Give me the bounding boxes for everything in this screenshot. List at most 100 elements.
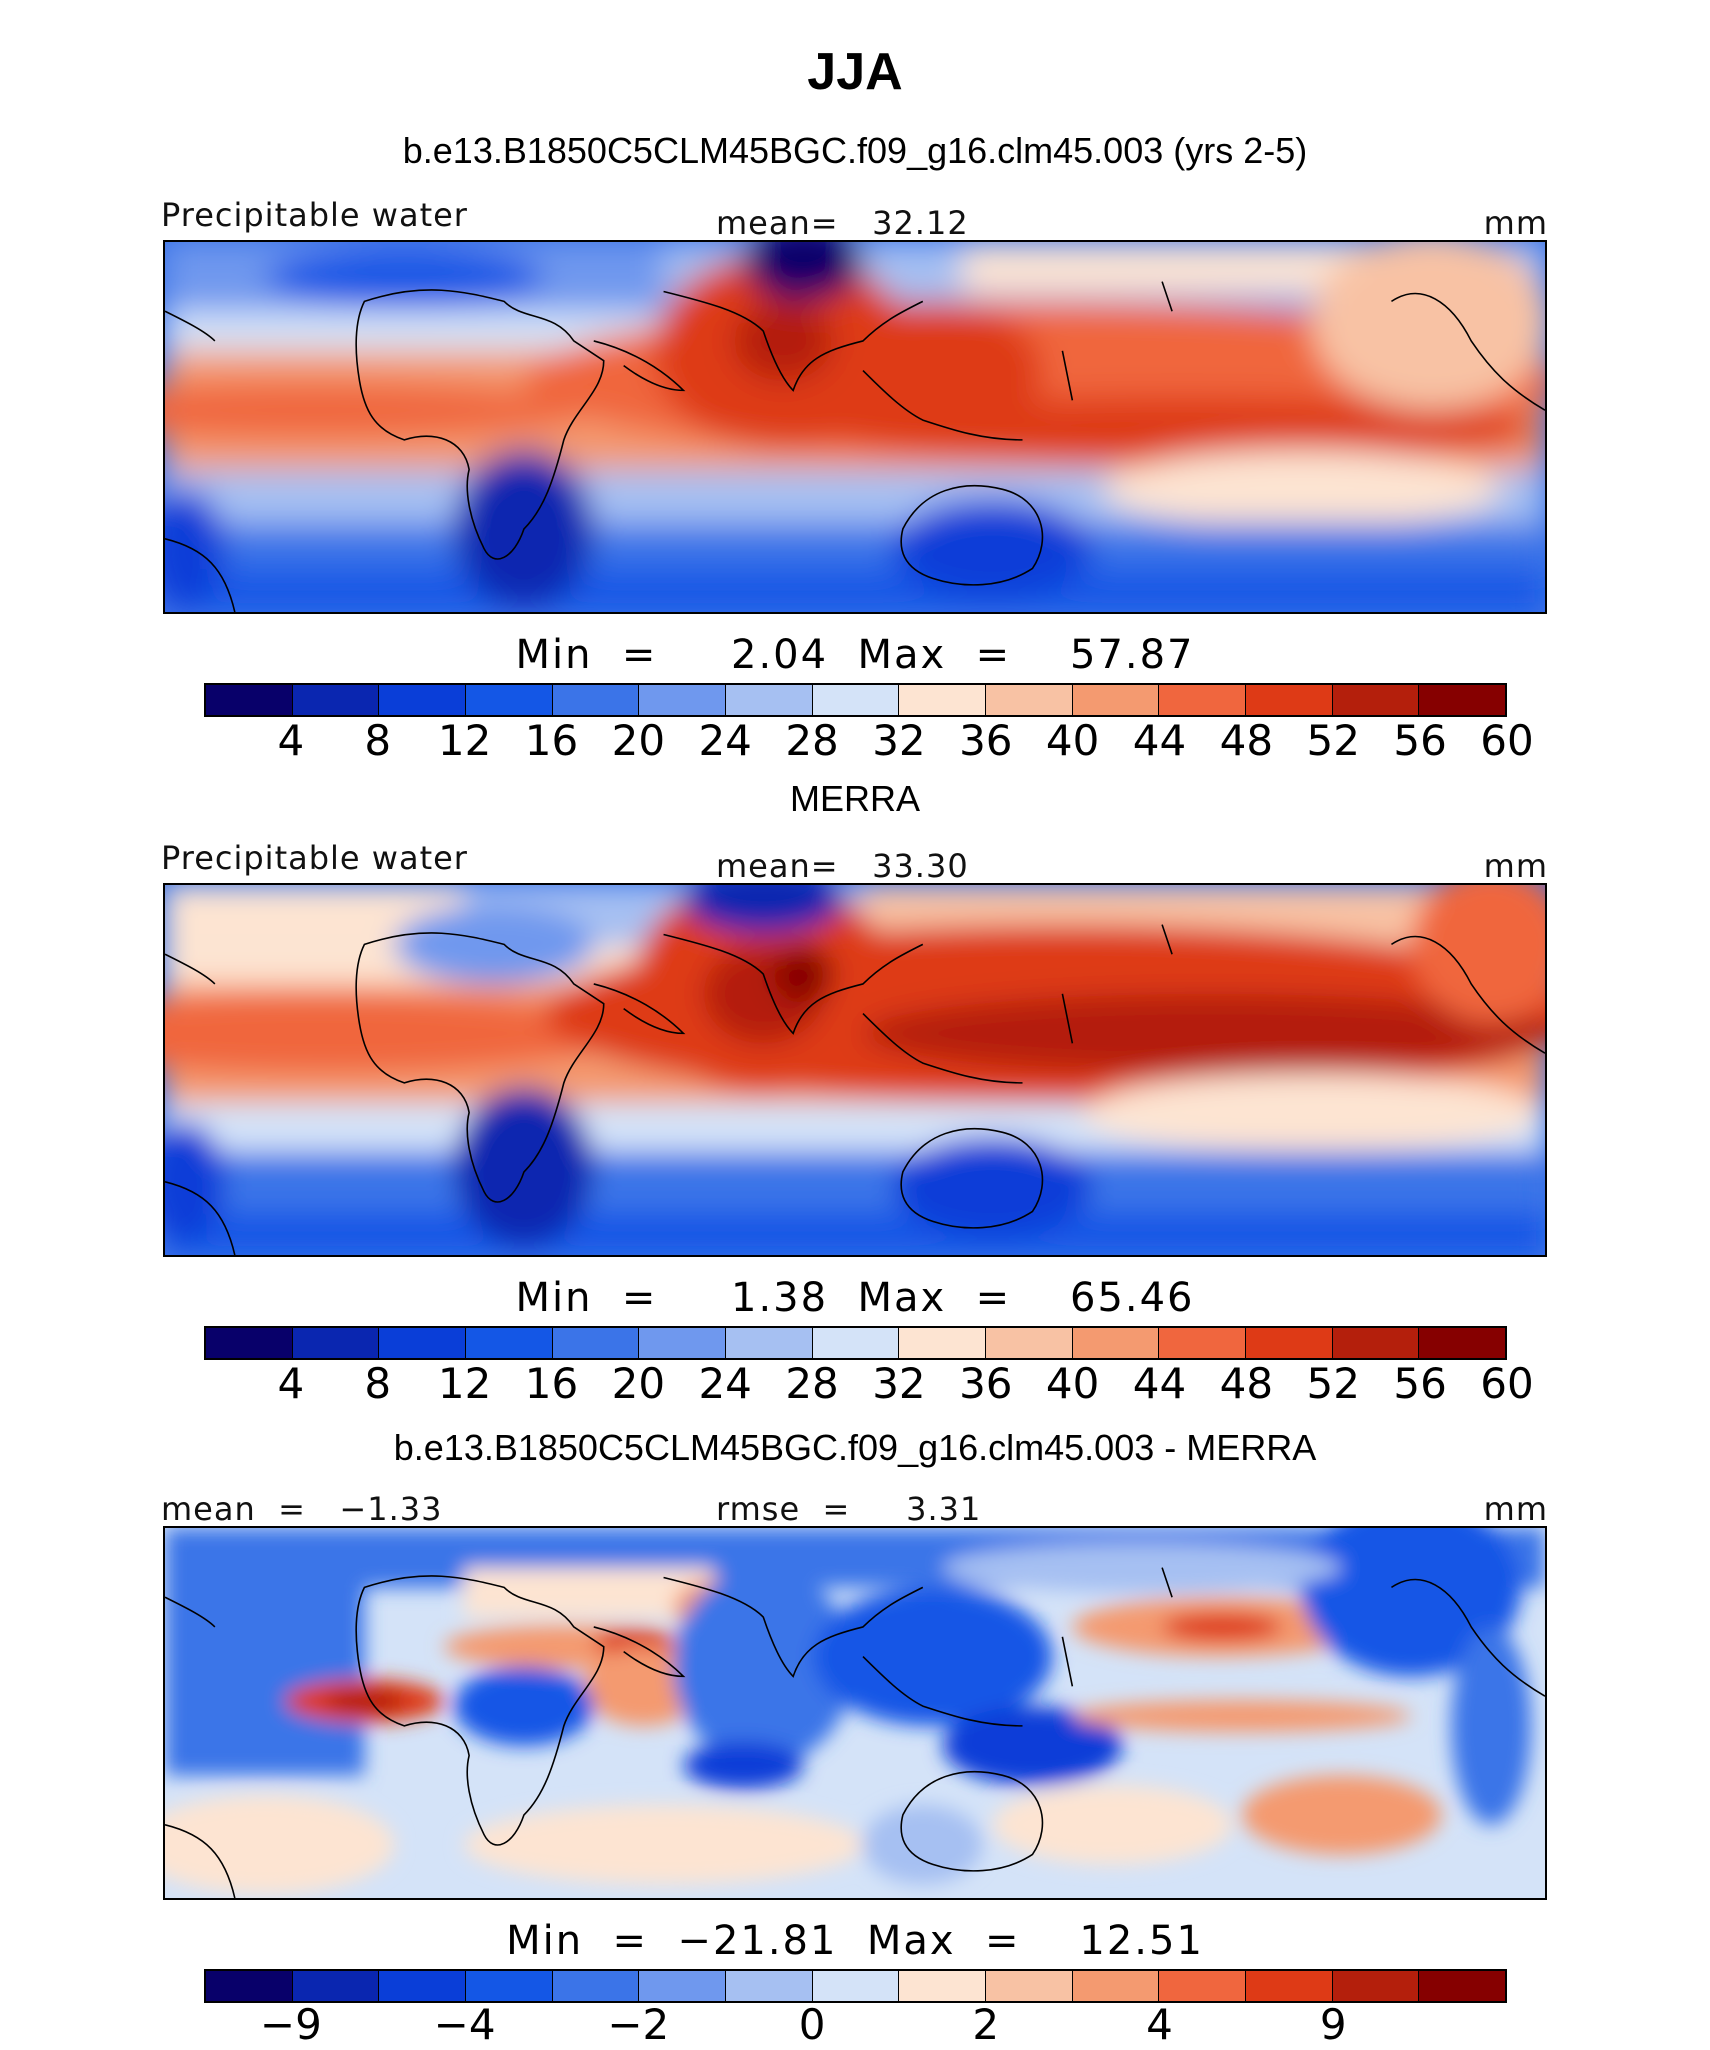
panel1-colorbar-box <box>1332 685 1420 715</box>
panel3-tick-label: −2 <box>607 2000 670 2049</box>
panel3-tick-label: 9 <box>1319 2000 1347 2049</box>
figure-title: JJA <box>807 43 903 101</box>
panel2-colorbar-box <box>1159 1328 1247 1358</box>
panel1-coastlines <box>165 281 1545 612</box>
panel3-tick-label: −4 <box>433 2000 496 2049</box>
panel3-map <box>163 1526 1547 1900</box>
panel1-mean-label: mean= 32.12 <box>716 204 969 242</box>
panel2-tick-label: 16 <box>524 1359 579 1408</box>
panel3-mean-label: mean = −1.33 <box>161 1490 443 1528</box>
panel2-colorbar <box>204 1326 1507 1360</box>
panel1-tick-label: 60 <box>1480 716 1534 765</box>
panel2-colorbar-box <box>899 1328 987 1358</box>
panel1-colorbar-box <box>206 685 293 715</box>
panel3-units-label: mm <box>1483 1490 1548 1528</box>
panel2-colorbar-box <box>1332 1328 1420 1358</box>
panel2-tick-label: 20 <box>611 1359 666 1408</box>
panel2-variable-label: Precipitable water <box>161 839 468 877</box>
panel2-tick-label: 4 <box>277 1359 305 1408</box>
panel1-map <box>163 240 1547 614</box>
panel3-colorbar-box <box>812 1971 900 2001</box>
panel1-colorbar-box <box>552 685 640 715</box>
panel3-colorbar-box <box>379 1971 467 2001</box>
panel1-tick-label: 32 <box>872 716 926 765</box>
panel2-units-label: mm <box>1483 847 1548 885</box>
panel2-colorbar-ticks: 4 8 12 16 20 24 28 32 36 40 44 48 52 56 60 <box>204 1359 1533 1409</box>
panel3-coastlines <box>165 1567 1545 1898</box>
panel1-tick-label: 52 <box>1306 716 1360 765</box>
panel3-colorbar <box>204 1969 1507 2003</box>
panel1-colorbar-box <box>1159 685 1247 715</box>
panel2-tick-label: 32 <box>872 1359 926 1408</box>
panel1-colorbar-box <box>1246 685 1333 715</box>
panel2-colorbar-box <box>1246 1328 1333 1358</box>
panel1-colorbar-box <box>292 685 380 715</box>
panel1-tick-label: 12 <box>437 716 492 765</box>
panel3-colorbar-box <box>1072 1971 1160 2001</box>
panel2-tick-label: 36 <box>959 1359 1013 1408</box>
panel1-tick-label: 44 <box>1132 716 1187 765</box>
panel3-tick-label: 0 <box>798 2000 826 2049</box>
panel2-mean-label: mean= 33.30 <box>716 847 969 885</box>
panel1-colorbar-box <box>899 685 987 715</box>
panel3-tick-label: −9 <box>259 2000 322 2049</box>
panel1-colorbar-box <box>1072 685 1160 715</box>
panel1-colorbar-ticks: 4 8 12 16 20 24 28 32 36 40 44 48 52 56 60 <box>204 716 1533 766</box>
panel1-minmax-label: Min = 2.04 Max = 57.87 <box>515 632 1195 678</box>
panel2-colorbar-box <box>206 1328 293 1358</box>
panel1-tick-label: 28 <box>785 716 839 765</box>
panel1-tick-label: 24 <box>698 716 752 765</box>
panel3-colorbar-box <box>899 1971 987 2001</box>
panel2-tick-label: 60 <box>1480 1359 1534 1408</box>
panel1-tick-label: 8 <box>364 716 392 765</box>
panel1-variable-label: Precipitable water <box>161 196 468 234</box>
panel3-colorbar-box <box>292 1971 380 2001</box>
panel2-colorbar-box <box>552 1328 640 1358</box>
panel1-units-label: mm <box>1483 204 1548 242</box>
panel3-colorbar-box <box>466 1971 553 2001</box>
panel1-title: b.e13.B1850C5CLM45BGC.f09_g16.clm45.003 … <box>402 130 1308 171</box>
panel3-title: b.e13.B1850C5CLM45BGC.f09_g16.clm45.003 … <box>393 1427 1317 1468</box>
panel1-colorbar <box>204 683 1507 717</box>
panel1-tick-label: 56 <box>1393 716 1447 765</box>
panel2-colorbar-box <box>639 1328 727 1358</box>
panel2-map <box>163 883 1547 1257</box>
panel3-colorbar-ticks: −9 −4 −2 0 2 4 9 <box>204 2000 1507 2050</box>
panel2-tick-label: 56 <box>1393 1359 1447 1408</box>
panel1-tick-label: 48 <box>1219 716 1274 765</box>
panel3-tick-label: 4 <box>1146 2000 1173 2049</box>
panel1-tick-label: 40 <box>1045 716 1100 765</box>
panel3-colorbar-box <box>639 1971 727 2001</box>
panel3-colorbar-box <box>1332 1971 1420 2001</box>
panel3-colorbar-box <box>726 1971 813 2001</box>
panel3-colorbar-box <box>1419 1971 1506 2001</box>
panel2-colorbar-box <box>292 1328 380 1358</box>
panel2-tick-label: 40 <box>1045 1359 1100 1408</box>
panel2-colorbar-box <box>1419 1328 1506 1358</box>
panel2-tick-label: 24 <box>698 1359 752 1408</box>
panel3-colorbar-box <box>1159 1971 1247 2001</box>
panel3-colorbar-box <box>552 1971 640 2001</box>
panel3-tick-label: 2 <box>972 2000 1000 2049</box>
panel2-tick-label: 12 <box>437 1359 492 1408</box>
panel3-colorbar-box <box>206 1971 293 2001</box>
panel2-colorbar-box <box>986 1328 1073 1358</box>
panel2-tick-label: 48 <box>1219 1359 1274 1408</box>
panel1-colorbar-box <box>639 685 727 715</box>
panel2-colorbar-box <box>466 1328 553 1358</box>
panel3-rmse-label: rmse = 3.31 <box>716 1490 982 1528</box>
panel2-tick-label: 52 <box>1306 1359 1360 1408</box>
panel2-title: MERRA <box>789 778 920 819</box>
panel1-tick-label: 4 <box>277 716 305 765</box>
panel3-colorbar-box <box>986 1971 1073 2001</box>
panel2-coastlines <box>165 924 1545 1255</box>
panel2-colorbar-box <box>726 1328 813 1358</box>
panel2-minmax-label: Min = 1.38 Max = 65.46 <box>515 1275 1195 1321</box>
panel1-colorbar-box <box>986 685 1073 715</box>
panel1-colorbar-box <box>812 685 900 715</box>
panel1-colorbar-box <box>379 685 467 715</box>
panel1-colorbar-box <box>466 685 553 715</box>
panel1-tick-label: 16 <box>524 716 579 765</box>
panel2-tick-label: 8 <box>364 1359 392 1408</box>
panel1-tick-label: 36 <box>959 716 1013 765</box>
